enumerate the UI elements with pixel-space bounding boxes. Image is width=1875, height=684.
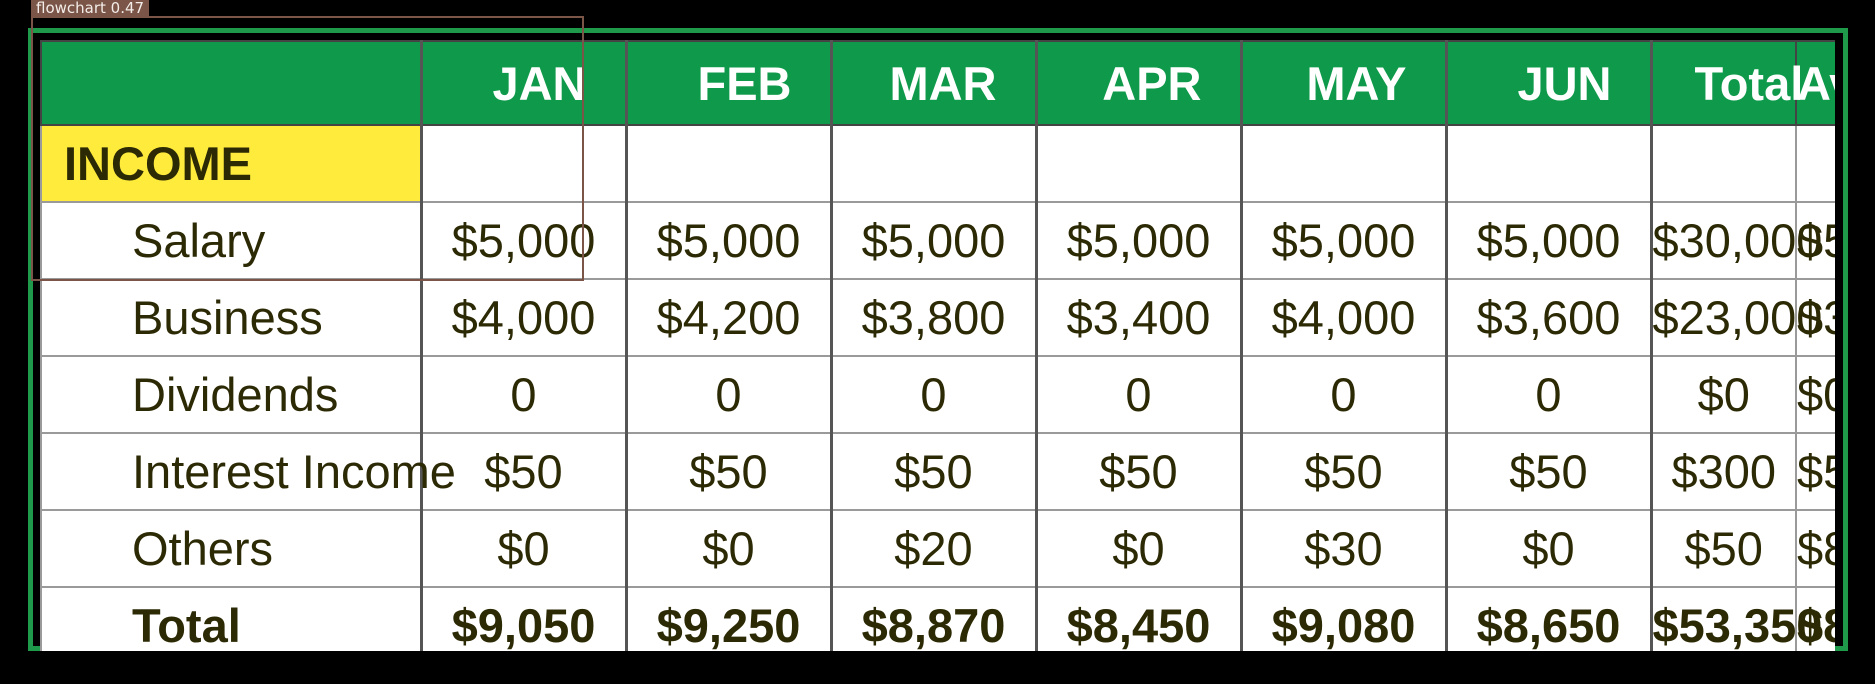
value-cell[interactable]: 0 [419,355,627,434]
header-apr[interactable]: APR [1034,40,1242,126]
row-average-cell[interactable]: $50 [1795,432,1835,511]
value-cell[interactable]: $50 [419,432,627,511]
value-cell[interactable]: $0 [419,509,627,588]
value-cell[interactable]: $50 [1034,432,1242,511]
value-cell[interactable]: $3,800 [829,278,1037,357]
value-cell[interactable]: $9,080 [1239,586,1447,651]
row-average-cell[interactable]: $3,833 [1795,278,1835,357]
empty-cell[interactable] [1034,124,1242,203]
value-cell[interactable]: 0 [1239,355,1447,434]
value-cell[interactable]: $8,650 [1444,586,1652,651]
value-cell[interactable]: $4,200 [624,278,832,357]
value-cell[interactable]: $5,000 [1239,201,1447,280]
empty-cell[interactable] [829,124,1037,203]
value-cell[interactable]: 0 [829,355,1037,434]
empty-cell[interactable] [1795,124,1835,203]
empty-cell[interactable] [419,124,627,203]
income-section-label[interactable]: INCOME [40,124,422,203]
value-cell[interactable]: $20 [829,509,1037,588]
row-label[interactable]: Business [40,278,422,357]
header-blank-cell[interactable] [40,40,422,126]
value-cell[interactable]: 0 [1034,355,1242,434]
header-average[interactable]: Ave [1795,40,1835,126]
empty-cell[interactable] [1649,124,1797,203]
value-cell[interactable]: $5,000 [419,201,627,280]
row-total-cell[interactable]: $23,000 [1649,278,1822,357]
value-cell[interactable]: $0 [1034,509,1242,588]
row-label[interactable]: Dividends [40,355,422,434]
row-total-cell[interactable]: $30,000 [1649,201,1822,280]
value-cell[interactable]: $50 [1444,432,1652,511]
empty-cell[interactable] [624,124,832,203]
table-row: Business $4,000 $4,200 $3,800 $3,400 $4,000 $3… [40,278,1835,357]
row-average-cell[interactable]: $0 [1795,355,1835,434]
row-total-cell[interactable]: $53,350 [1649,586,1822,651]
value-cell[interactable]: $5,000 [1444,201,1652,280]
detection-label: flowchart 0.47 [31,0,150,17]
row-label[interactable]: Salary [40,201,422,280]
table-row: Others$0$0$20$0$30$0$50$8 [40,509,1835,588]
value-cell[interactable]: $4,000 [419,278,627,357]
value-cell[interactable]: $50 [1239,432,1447,511]
row-total-cell[interactable]: $300 [1649,432,1797,511]
value-cell[interactable]: $5,000 [829,201,1037,280]
value-cell[interactable]: $0 [624,509,832,588]
value-cell[interactable]: $9,050 [419,586,627,651]
spreadsheet: JAN FEB MAR APR MAY JUN Total Ave INCOME… [40,40,1835,651]
value-cell[interactable]: $50 [624,432,832,511]
value-cell[interactable]: 0 [624,355,832,434]
value-cell[interactable]: $3,400 [1034,278,1242,357]
value-cell[interactable]: $5,000 [1034,201,1242,280]
total-row-label[interactable]: Total [40,586,422,651]
row-label[interactable]: Others [40,509,422,588]
income-section-row: INCOME [40,124,1835,203]
row-label[interactable]: Interest Income [40,432,456,511]
value-cell[interactable]: $30 [1239,509,1447,588]
value-cell[interactable]: $8,450 [1034,586,1242,651]
empty-cell[interactable] [1239,124,1447,203]
header-row: JAN FEB MAR APR MAY JUN Total Ave [40,40,1835,126]
value-cell[interactable]: $4,000 [1239,278,1447,357]
total-row: Total $9,050 $9,250 $8,870 $8,450 $9,080 $8,65… [40,586,1835,651]
row-total-cell[interactable]: $50 [1649,509,1797,588]
value-cell[interactable]: $0 [1444,509,1652,588]
table-row: Interest Income$50$50$50$50$50$50$300$50 [40,432,1835,511]
row-average-cell[interactable]: $5,000 [1795,201,1835,280]
header-feb[interactable]: FEB [624,40,832,126]
header-mar[interactable]: MAR [829,40,1037,126]
row-average-cell[interactable]: $8 [1795,509,1835,588]
header-total[interactable]: Total [1649,40,1803,126]
value-cell[interactable]: $3,600 [1444,278,1652,357]
value-cell[interactable]: $9,250 [624,586,832,651]
header-may[interactable]: MAY [1239,40,1447,126]
table-row: Salary $5,000 $5,000 $5,000 $5,000 $5,000 $5,0… [40,201,1835,280]
value-cell[interactable]: 0 [1444,355,1652,434]
row-average-cell[interactable]: $8,892 [1795,586,1835,651]
header-jan[interactable]: JAN [419,40,627,126]
value-cell[interactable]: $8,870 [829,586,1037,651]
income-table: JAN FEB MAR APR MAY JUN Total Ave INCOME… [40,40,1835,651]
empty-cell[interactable] [1444,124,1652,203]
row-total-cell[interactable]: $0 [1649,355,1797,434]
value-cell[interactable]: $50 [829,432,1037,511]
header-jun[interactable]: JUN [1444,40,1652,126]
value-cell[interactable]: $5,000 [624,201,832,280]
